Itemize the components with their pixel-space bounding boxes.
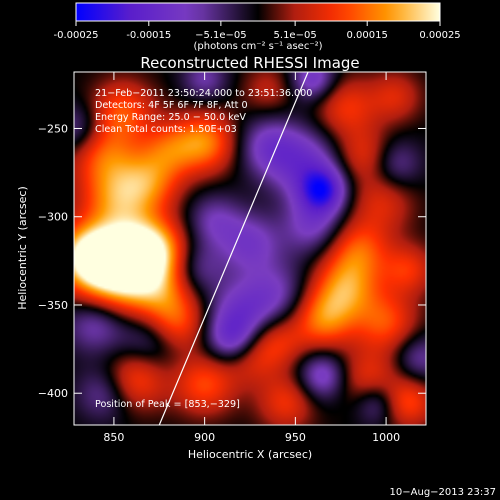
annotation-detectors: Detectors: 4F 5F 6F 7F 8F, Att 0: [95, 100, 248, 111]
colorbar-ticks: -0.00025 -0.00015 −5.1e−05 5.1e−05 0.00015 0.…: [54, 21, 461, 41]
solar-limb-line: [158, 71, 309, 426]
colorbar-tick-label: -0.00015: [126, 30, 171, 41]
colorbar-gradient: [75, 2, 441, 22]
colorbar-tick-label: 5.1e−05: [274, 30, 317, 41]
heatmap-raster: [74, 72, 426, 425]
x-tick-label: 950: [285, 431, 306, 444]
chart-title: Reconstructed RHESSI Image: [140, 54, 359, 72]
x-axis-label: Heliocentric X (arcsec): [188, 448, 312, 461]
y-tick-label: −350: [38, 299, 68, 312]
plot-frame: [73, 71, 427, 426]
annotation-peak-position: Position of Peak = [853,−329]: [95, 399, 240, 410]
y-tick-label: −300: [38, 211, 68, 224]
x-tick-label: 900: [194, 431, 215, 444]
colorbar: -0.00025 -0.00015 −5.1e−05 5.1e−05 0.00015 0.…: [54, 2, 461, 52]
x-tick-label: 1000: [372, 431, 400, 444]
y-tick-label: −400: [38, 387, 68, 400]
colorbar-tick-label: 0.00025: [419, 30, 460, 41]
heatmap-image: [74, 72, 426, 425]
annotation-energy-range: Energy Range: 25.0 − 50.0 keV: [95, 112, 246, 123]
colorbar-tick-label: −5.1e−05: [195, 30, 247, 41]
axis-ticks: 850 900 950 1000 −400 −350 −300 −250: [38, 72, 426, 444]
annotation-time-range: 21−Feb−2011 23:50:24.000 to 23:51:36.000: [95, 88, 312, 99]
footer-timestamp: 10−Aug−2013 23:37: [389, 487, 496, 498]
colorbar-units-label: (photons cm⁻² s⁻¹ asec⁻²): [193, 41, 322, 52]
colorbar-tick-label: -0.00025: [54, 30, 99, 41]
y-tick-label: −250: [38, 122, 68, 135]
x-tick-label: 850: [103, 431, 124, 444]
y-axis-label: Heliocentric Y (arcsec): [16, 186, 29, 310]
plot-area: 850 900 950 1000 −400 −350 −300 −250: [38, 71, 427, 444]
colorbar-tick-label: 0.00015: [347, 30, 388, 41]
plot-annotations: 21−Feb−2011 23:50:24.000 to 23:51:36.000…: [95, 88, 312, 410]
annotation-clean-counts: Clean Total counts: 1.50E+03: [95, 124, 237, 135]
